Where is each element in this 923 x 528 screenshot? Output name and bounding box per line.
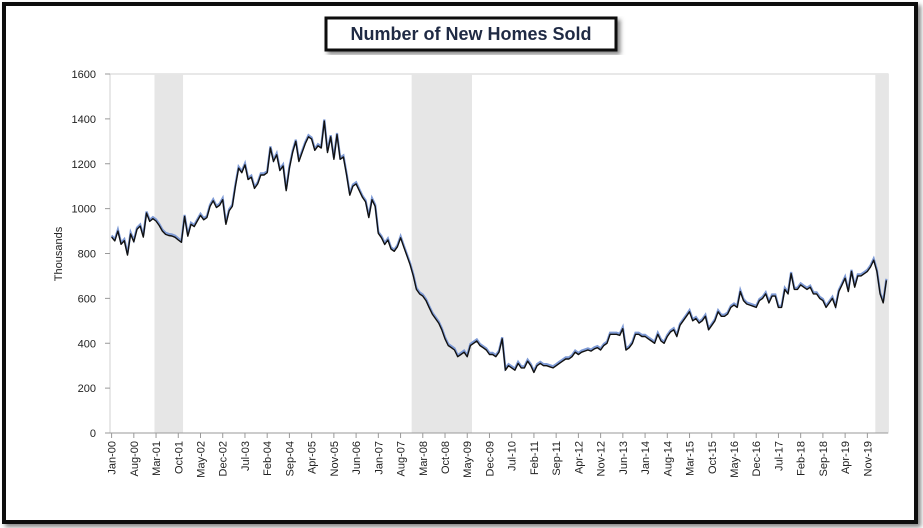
x-tick-label: May-09 [462, 441, 474, 478]
y-axis-label: Thousands [53, 226, 65, 281]
x-tick-label: May-16 [729, 441, 741, 478]
x-tick-label: Feb-04 [262, 441, 274, 476]
x-tick-label: Aug-07 [396, 441, 408, 476]
x-tick-label: Oct-15 [707, 441, 719, 474]
recession-shade [875, 74, 888, 433]
recession-shade [411, 74, 473, 433]
x-tick-label: Apr-12 [573, 441, 585, 474]
x-tick-label: Aug-14 [662, 441, 674, 476]
title-box [324, 16, 618, 52]
x-tick-label: Nov-19 [862, 441, 874, 476]
x-tick-label: Dec-16 [751, 441, 763, 476]
x-tick-label: Jan-07 [373, 441, 385, 475]
y-tick-label: 800 [78, 249, 96, 261]
x-tick-label: Feb-11 [529, 441, 541, 475]
recession-shade [154, 74, 184, 433]
x-tick-label: Apr-19 [840, 441, 852, 474]
x-tick-label: Mar-08 [418, 441, 430, 476]
chart-title: Number of New Homes Sold [350, 24, 591, 44]
x-tick-label: Sep-04 [284, 441, 296, 476]
x-tick-label: Aug-00 [129, 441, 141, 476]
x-tick-label: May-02 [196, 441, 208, 478]
x-tick-label: Sep-11 [551, 441, 563, 476]
x-tick-label: Dec-09 [484, 441, 496, 476]
x-tick-label: Jul-17 [773, 441, 785, 471]
x-tick-label: Jul-03 [240, 441, 252, 471]
x-tick-label: Jun-06 [351, 441, 363, 475]
x-tick-label: Oct-08 [440, 441, 452, 474]
y-tick-label: 1400 [72, 114, 96, 126]
y-tick-label: 1600 [72, 69, 96, 81]
x-tick-label: Sep-18 [818, 441, 830, 476]
y-tick-label: 0 [90, 428, 96, 440]
x-tick-label: Nov-12 [596, 441, 608, 476]
x-tick-label: Jan-14 [640, 441, 652, 475]
y-tick-label: 600 [78, 293, 96, 305]
x-tick-label: Mar-15 [685, 441, 697, 476]
series-line [111, 120, 888, 374]
x-tick-label: Jul-10 [507, 441, 519, 471]
x-tick-label: Dec-02 [218, 441, 230, 476]
x-tick-label: Oct-01 [173, 441, 185, 474]
plot-area [109, 73, 889, 434]
y-tick-label: 1000 [72, 204, 96, 216]
x-tick-label: Mar-01 [151, 441, 163, 476]
y-tick-label: 200 [78, 383, 96, 395]
x-tick-label: Nov-05 [329, 441, 341, 476]
x-tick-label: Jun-13 [618, 441, 630, 475]
x-tick-label: Jan-00 [107, 441, 119, 475]
x-tick-label: Feb-18 [796, 441, 808, 476]
x-tick-label: Apr-05 [307, 441, 319, 474]
y-tick-label: 1200 [72, 159, 96, 171]
y-tick-label: 400 [78, 338, 96, 350]
